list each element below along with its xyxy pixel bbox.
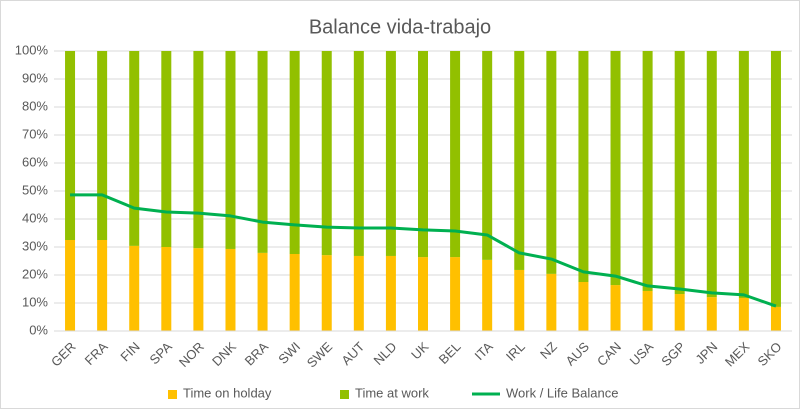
bar-segment — [385, 255, 396, 331]
y-tick-label: 40% — [22, 210, 48, 225]
bar-segment — [450, 257, 461, 331]
bar-segment — [482, 51, 493, 260]
legend-swatch — [168, 390, 177, 399]
bar-segment — [321, 255, 332, 331]
y-tick-label: 70% — [22, 126, 48, 141]
bar-segment — [738, 297, 749, 331]
bar-segment — [65, 51, 76, 240]
legend-swatch — [340, 390, 349, 399]
bar-segment — [482, 259, 493, 331]
bar-segment — [514, 51, 525, 270]
legend-label: Time on holday — [183, 385, 272, 400]
y-tick-label: 60% — [22, 154, 48, 169]
bar-segment — [385, 51, 396, 256]
bar-segment — [257, 252, 268, 331]
bar-segment — [193, 51, 204, 249]
y-tick-label: 100% — [15, 42, 49, 57]
bar-segment — [738, 51, 749, 298]
balance-line — [70, 193, 777, 308]
bar-segment — [578, 51, 589, 282]
bar-segment — [578, 282, 589, 331]
bar-segment — [225, 51, 236, 249]
chart-title: Balance vida-trabajo — [309, 16, 491, 38]
bar-segment — [514, 269, 525, 331]
bar-segment — [225, 248, 236, 331]
legend-label: Work / Life Balance — [506, 385, 618, 400]
bar-segment — [546, 273, 557, 331]
bar-segment — [418, 257, 428, 331]
bar-segment — [289, 51, 300, 254]
bar-segment — [546, 51, 557, 274]
bar-segment — [770, 51, 781, 307]
bar-segment — [353, 255, 364, 331]
bar-segment — [65, 240, 76, 331]
y-tick-label: 30% — [22, 238, 48, 253]
bar-segment — [129, 245, 140, 331]
bar-segment — [321, 51, 332, 256]
bar-segment — [193, 248, 204, 331]
bar-segment — [642, 290, 653, 331]
bar-segment — [674, 51, 685, 295]
bar-segment — [674, 294, 685, 331]
y-tick-label: 50% — [22, 182, 48, 197]
bar-segment — [450, 51, 461, 258]
y-tick-label: 80% — [22, 98, 48, 113]
y-tick-label: 20% — [22, 266, 48, 281]
bar-segment — [706, 51, 717, 298]
bar-segment — [770, 306, 781, 331]
bar-segment — [257, 51, 268, 253]
y-tick-label: 90% — [22, 70, 48, 85]
bar-segment — [161, 247, 172, 331]
bar-segment — [610, 285, 621, 331]
bar-segment — [353, 51, 364, 256]
bar-segment — [97, 240, 108, 331]
bar-segment — [289, 254, 300, 331]
bar-segment — [418, 51, 428, 258]
bar-segment — [642, 51, 653, 291]
bar-segment — [610, 51, 621, 286]
bar-segment — [161, 51, 172, 247]
bar-segment — [97, 51, 108, 240]
bar-segment — [706, 297, 717, 331]
y-tick-label: 10% — [22, 294, 48, 309]
bar-segment — [129, 51, 140, 246]
y-tick-label: 0% — [29, 322, 48, 337]
legend-label: Time at work — [355, 385, 429, 400]
